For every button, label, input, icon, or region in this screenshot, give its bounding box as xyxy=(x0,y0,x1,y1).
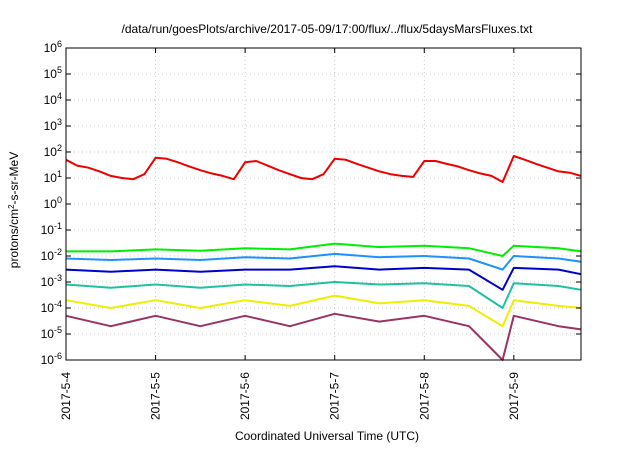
y-tick-label-exponent: -5 xyxy=(54,325,62,335)
y-tick-label: 100 xyxy=(44,195,62,211)
series-group xyxy=(65,281,582,309)
y-tick-label-base: 10 xyxy=(41,223,55,237)
chart-title: /data/run/goesPlots/archive/2017-05-09/1… xyxy=(122,22,534,36)
y-tick-label-base: 10 xyxy=(44,93,58,107)
y-tick-label-exponent: -1 xyxy=(54,221,62,231)
series-line xyxy=(65,155,582,183)
x-axis: 2017-5-4 2017-5-5 2017-5-6 2017-5-7 2017-5-8… xyxy=(59,48,521,420)
y-tick-label: 103 xyxy=(44,117,62,133)
y-tick-label: 106 xyxy=(44,39,62,55)
y-axis: 10610510410310210110010-110-210-310-410-… xyxy=(41,39,581,367)
y-tick-label-base: 10 xyxy=(41,275,55,289)
series-line xyxy=(65,252,582,271)
y-tick-label-exponent: 6 xyxy=(57,39,62,49)
y-tick-label-base: 10 xyxy=(44,41,58,55)
y-tick-label-base: 10 xyxy=(44,67,58,81)
y-tick-label-base: 10 xyxy=(41,301,55,315)
y-tick-label-exponent: -4 xyxy=(54,299,62,309)
y-tick-label-base: 10 xyxy=(44,171,58,185)
x-tick-label: 2017-5-7 xyxy=(328,372,342,420)
series-line xyxy=(65,294,582,328)
x-tick-label: 2017-5-4 xyxy=(59,372,73,420)
y-tick-label-base: 10 xyxy=(44,119,58,133)
y-axis-label-part: protons/cm xyxy=(7,209,21,268)
y-tick-label: 105 xyxy=(44,65,62,81)
y-tick-label-exponent: 4 xyxy=(57,91,62,101)
y-tick-label: 10-3 xyxy=(41,273,62,289)
y-tick-label: 102 xyxy=(44,143,62,159)
series-line xyxy=(66,242,582,257)
x-tick-label: 2017-5-9 xyxy=(507,372,521,420)
y-tick-label: 101 xyxy=(44,169,62,185)
y-tick-label-base: 10 xyxy=(41,353,55,367)
y-tick-label: 10-1 xyxy=(41,221,62,237)
y-tick-label: 104 xyxy=(44,91,62,107)
series-line xyxy=(65,265,582,291)
y-tick-label-exponent: 1 xyxy=(57,169,62,179)
x-tick-label: 2017-5-5 xyxy=(149,372,163,420)
y-tick-label-exponent: -3 xyxy=(54,273,62,283)
y-tick-label-exponent: -2 xyxy=(54,247,62,257)
y-tick-label-exponent: 5 xyxy=(57,65,62,75)
series-group xyxy=(65,155,582,183)
x-tick-label: 2017-5-8 xyxy=(417,372,431,420)
y-axis-label: protons/cm2-s-sr-MeV xyxy=(7,152,22,268)
y-tick-label: 10-2 xyxy=(41,247,62,263)
series-layer xyxy=(65,155,582,361)
y-tick-label-exponent: 3 xyxy=(57,117,62,127)
series-line xyxy=(65,312,582,361)
series-line xyxy=(65,281,582,309)
y-tick-label: 10-4 xyxy=(41,299,62,315)
y-tick-label-exponent: 0 xyxy=(57,195,62,205)
series-group xyxy=(65,265,582,291)
y-tick-label-base: 10 xyxy=(44,197,58,211)
y-tick-label-base: 10 xyxy=(44,145,58,159)
series-group xyxy=(65,294,582,328)
y-tick-label-exponent: -6 xyxy=(54,351,62,361)
y-axis-label-part: -s-sr-MeV xyxy=(7,152,21,205)
x-tick-label: 2017-5-6 xyxy=(238,372,252,420)
y-tick-label-base: 10 xyxy=(41,327,55,341)
x-axis-label: Coordinated Universal Time (UTC) xyxy=(235,429,419,443)
series-group xyxy=(65,312,582,361)
series-group xyxy=(65,252,582,271)
y-tick-label: 10-6 xyxy=(41,351,62,367)
y-tick-label-base: 10 xyxy=(41,249,55,263)
series-group xyxy=(66,242,582,257)
y-tick-label: 10-5 xyxy=(41,325,62,341)
y-tick-label-exponent: 2 xyxy=(57,143,62,153)
y-axis-label-superscript: 2 xyxy=(7,204,16,209)
